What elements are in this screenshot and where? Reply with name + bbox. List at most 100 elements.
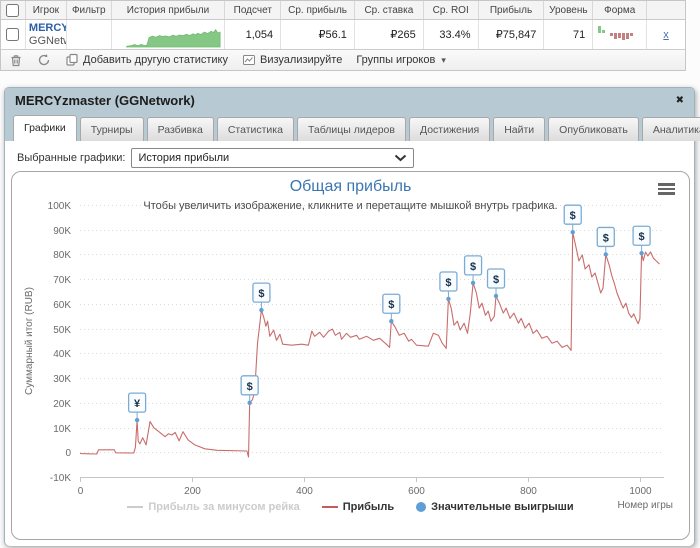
- panel-body: Выбранные графики: История прибыли Общая…: [5, 141, 694, 546]
- visualize-button[interactable]: Визуализируйте: [242, 53, 342, 67]
- tab-графики[interactable]: Графики: [13, 115, 77, 141]
- profit-sparkline: [125, 29, 221, 48]
- tab-статистика[interactable]: Статистика: [216, 117, 294, 141]
- svg-text:$: $: [388, 299, 394, 311]
- player-cell[interactable]: MERCYzmaster GGNetwork: [26, 20, 67, 49]
- tab-опубликовать[interactable]: Опубликовать: [548, 117, 639, 141]
- significant-win-flag[interactable]: $: [382, 293, 401, 324]
- select-chevron-icon: [395, 154, 407, 162]
- column-header[interactable]: Прибыль: [479, 1, 545, 19]
- significant-win-flag[interactable]: $: [632, 225, 651, 256]
- svg-text:-10K: -10K: [50, 473, 71, 484]
- column-header[interactable]: Фильтр: [67, 1, 112, 19]
- graph-select[interactable]: История прибыли: [131, 148, 415, 168]
- svg-text:$: $: [639, 231, 645, 243]
- tab-найти[interactable]: Найти: [493, 117, 546, 141]
- chart-plot-area[interactable]: -10K 0 10K 20K 30K 40K 50K 60K 70K 80K 90K 100K 0 200…: [12, 172, 690, 540]
- column-header[interactable]: История прибыли: [112, 1, 226, 19]
- column-header[interactable]: Подсчет: [225, 1, 282, 19]
- legend-item[interactable]: Прибыль за минусом рейка: [127, 501, 300, 513]
- legend-marker-swatch: [416, 502, 427, 512]
- svg-text:$: $: [247, 381, 253, 393]
- profit-cell: ₽75,847: [479, 20, 545, 49]
- tab-таблицы-лидеров[interactable]: Таблицы лидеров: [296, 117, 406, 141]
- form-cell: [593, 20, 648, 49]
- trash-icon: [9, 53, 23, 67]
- chart-subtitle: Чтобы увеличить изображение, кликните и …: [143, 200, 558, 212]
- player-groups-dropdown[interactable]: Группы игроков ▾: [356, 54, 446, 66]
- form-bar-loss: [618, 32, 622, 38]
- refresh-button[interactable]: [37, 53, 51, 67]
- svg-text:$: $: [258, 288, 264, 300]
- tab-турниры[interactable]: Турниры: [79, 117, 144, 141]
- svg-text:1000: 1000: [629, 486, 652, 497]
- add-stat-button[interactable]: Добавить другую статистику: [65, 53, 228, 67]
- significant-win-flag[interactable]: $: [439, 271, 458, 302]
- column-header[interactable]: Ср. ставка: [355, 1, 424, 19]
- player-site: GGNetwork: [28, 34, 66, 47]
- player-name-link[interactable]: MERCYzmaster: [28, 21, 66, 34]
- form-bar-win: [598, 25, 602, 33]
- player-groups-label: Группы игроков: [356, 54, 436, 66]
- svg-text:$: $: [493, 274, 499, 286]
- legend-item[interactable]: Значительные выигрыши: [416, 501, 574, 513]
- svg-text:0: 0: [78, 486, 84, 497]
- chevron-down-icon: ▾: [441, 54, 446, 65]
- remove-cell: x: [647, 20, 685, 49]
- svg-text:10K: 10K: [53, 424, 71, 435]
- tab-аналитика[interactable]: Аналитика: [641, 117, 700, 141]
- legend-item[interactable]: Прибыль: [321, 501, 395, 513]
- form-bar-loss: [610, 32, 614, 36]
- graph-selector-label: Выбранные графики:: [17, 152, 126, 164]
- significant-win-flag[interactable]: $: [563, 204, 582, 235]
- column-header[interactable]: Форма: [593, 1, 648, 19]
- column-header: [1, 1, 26, 19]
- significant-win-flag[interactable]: $: [252, 282, 271, 313]
- table-header-row: Игрок Фильтр История прибыли Подсчет Ср. при…: [1, 1, 685, 20]
- chart-image-icon: [242, 53, 256, 67]
- close-icon[interactable]: ✖: [675, 94, 684, 106]
- level-cell: 71: [544, 20, 594, 49]
- graph-selector-row: Выбранные графики: История прибыли: [5, 141, 694, 168]
- legend-label: Прибыль: [342, 501, 395, 513]
- legend-label: Значительные выигрыши: [431, 501, 574, 513]
- significant-win-flag[interactable]: $: [240, 375, 259, 406]
- significant-win-flag[interactable]: $: [596, 226, 615, 257]
- svg-text:600: 600: [408, 486, 425, 497]
- column-header[interactable]: Игрок: [26, 1, 67, 19]
- visualize-label: Визуализируйте: [260, 54, 343, 66]
- remove-player-link[interactable]: x: [663, 28, 669, 41]
- chart-menu-icon[interactable]: [658, 183, 675, 197]
- select-all-checkbox[interactable]: [6, 3, 20, 17]
- graph-select-value: История прибыли: [138, 152, 230, 164]
- svg-text:80K: 80K: [53, 250, 71, 261]
- legend-line-swatch: [127, 506, 144, 508]
- significant-win-flag[interactable]: $: [486, 268, 506, 299]
- chart-title: Общая прибыль: [289, 178, 412, 195]
- svg-text:200: 200: [184, 486, 201, 497]
- tab-bar: Графики Турниры Разбивка Статистика Таблицы …: [5, 113, 700, 141]
- refresh-icon: [37, 53, 51, 67]
- table-toolbar: Добавить другую статистику Визуализируйт…: [1, 49, 685, 70]
- profit-chart: Общая прибыль Чтобы увеличить изображени…: [11, 171, 690, 540]
- row-checkbox[interactable]: [6, 28, 20, 41]
- column-header[interactable]: Ср. ROI: [424, 1, 479, 19]
- svg-text:50K: 50K: [53, 325, 71, 336]
- copy-icon: [65, 53, 79, 67]
- svg-text:$: $: [445, 277, 451, 289]
- svg-text:800: 800: [520, 486, 537, 497]
- significant-win-flag[interactable]: $: [463, 255, 483, 286]
- significant-win-flag[interactable]: ¥: [127, 392, 147, 423]
- chart-legend: Прибыль за минусом рейка Прибыль Значитель…: [12, 501, 689, 513]
- column-header[interactable]: Уровень: [544, 1, 594, 19]
- delete-button[interactable]: [9, 53, 23, 67]
- svg-text:40K: 40K: [53, 349, 71, 360]
- tab-разбивка[interactable]: Разбивка: [146, 117, 214, 141]
- svg-text:100K: 100K: [48, 201, 72, 212]
- column-header[interactable]: Ср. прибыль: [281, 1, 355, 19]
- count-cell: 1,054: [225, 20, 282, 49]
- panel-header: MERCYzmaster (GGNetwork) ✖: [5, 88, 694, 113]
- form-bar-loss: [630, 32, 634, 36]
- tab-достижения[interactable]: Достижения: [408, 117, 491, 141]
